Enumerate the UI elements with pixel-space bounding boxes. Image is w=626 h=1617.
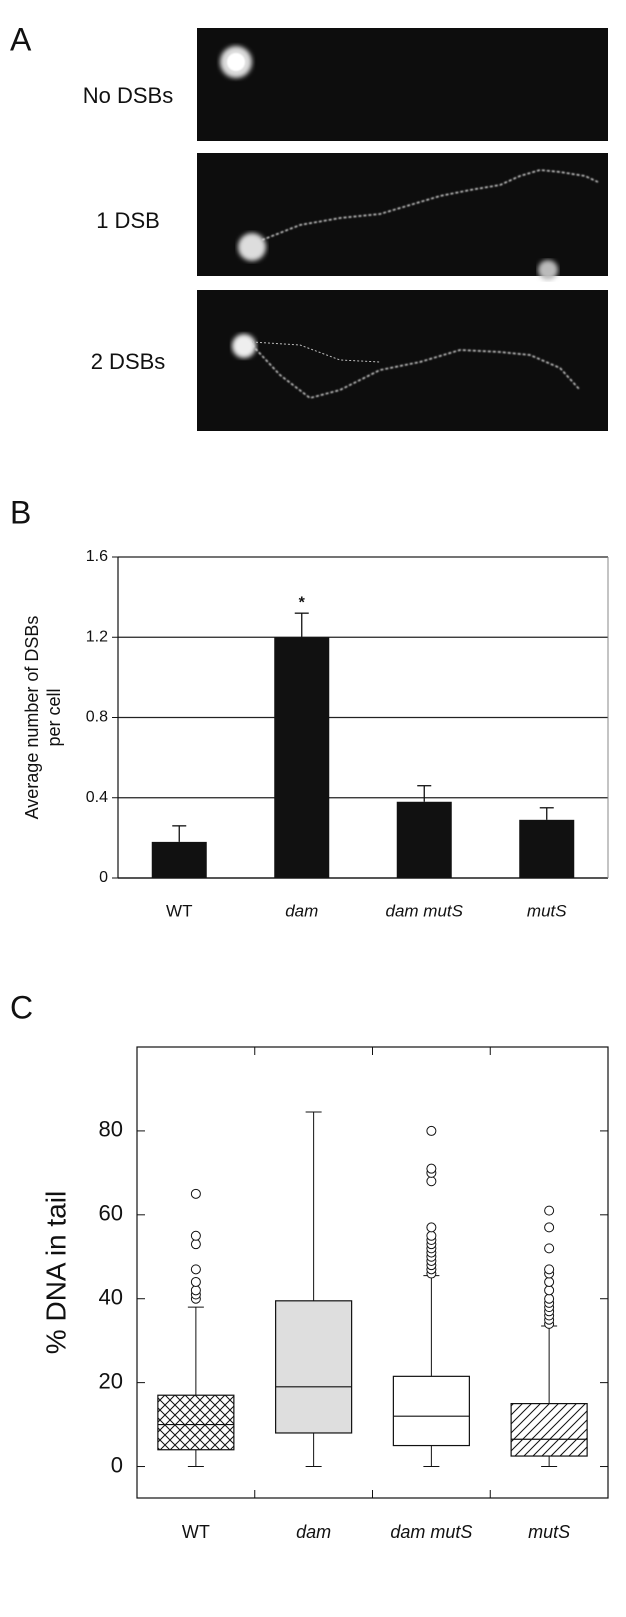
outlier	[544, 1205, 555, 1216]
outlier	[190, 1285, 201, 1296]
box	[510, 1403, 588, 1457]
y-axis-label: Average number of DSBs	[22, 616, 42, 820]
y-tick-label: 1.2	[86, 628, 108, 645]
significance-marker: *	[299, 594, 306, 611]
x-tick-label: dam mutS	[390, 1522, 472, 1542]
outlier	[544, 1276, 555, 1287]
outlier	[544, 1285, 555, 1296]
x-tick-label: dam mutS	[386, 901, 464, 920]
x-tick-label: dam	[285, 901, 318, 920]
y-tick-label: 20	[99, 1368, 123, 1393]
y-tick-label: 0	[111, 1452, 123, 1477]
x-tick-label: mutS	[528, 1522, 570, 1542]
outlier	[190, 1239, 201, 1250]
y-axis-label: per cell	[44, 688, 64, 746]
outlier	[544, 1222, 555, 1233]
x-tick-label: mutS	[527, 901, 567, 920]
outlier	[426, 1222, 437, 1233]
x-tick-label: WT	[166, 901, 192, 920]
outlier	[426, 1163, 437, 1174]
micrograph-2	[197, 153, 608, 280]
y-axis-label: % DNA in tail	[40, 1191, 71, 1354]
outlier	[190, 1264, 201, 1275]
box	[275, 1300, 353, 1434]
bar	[151, 841, 207, 878]
outlier	[190, 1188, 201, 1199]
y-tick-label: 60	[99, 1201, 123, 1226]
box	[392, 1375, 470, 1447]
micrograph-3	[197, 290, 608, 431]
outlier	[544, 1293, 555, 1304]
x-tick-label: WT	[182, 1522, 210, 1542]
outlier	[544, 1264, 555, 1275]
bar	[274, 637, 330, 878]
y-tick-label: 80	[99, 1117, 123, 1142]
outlier	[426, 1176, 437, 1187]
outlier	[426, 1230, 437, 1241]
row-label: 2 DSBs	[91, 349, 166, 374]
panel-letter: C	[10, 989, 33, 1025]
x-tick-label: dam	[296, 1522, 331, 1542]
y-tick-label: 0	[99, 869, 108, 886]
outlier	[544, 1243, 555, 1254]
outlier	[190, 1276, 201, 1287]
row-label: No DSBs	[83, 83, 173, 108]
row-label: 1 DSB	[96, 208, 160, 233]
outlier	[426, 1125, 437, 1136]
y-tick-label: 40	[99, 1285, 123, 1310]
bar	[396, 801, 452, 878]
bar	[519, 819, 575, 878]
panel-letter: A	[10, 21, 32, 57]
outlier	[190, 1230, 201, 1241]
y-tick-label: 1.6	[86, 548, 108, 565]
micrograph-1	[197, 28, 608, 141]
panel-letter: B	[10, 494, 31, 530]
y-tick-label: 0.8	[86, 709, 108, 726]
box	[157, 1394, 235, 1451]
y-tick-label: 0.4	[86, 789, 108, 806]
